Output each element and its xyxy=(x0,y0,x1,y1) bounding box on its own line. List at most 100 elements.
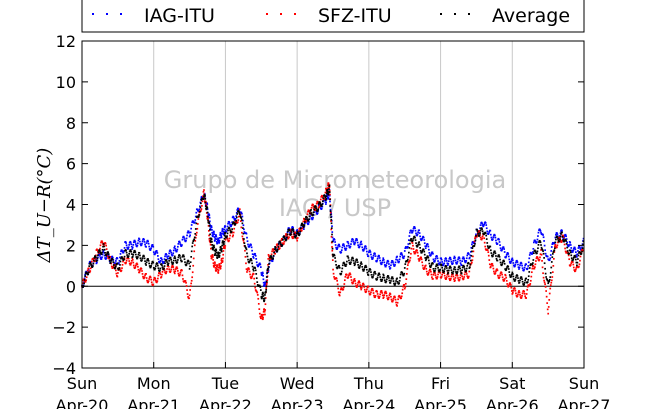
data-point xyxy=(148,262,151,265)
data-point xyxy=(402,274,405,277)
data-point xyxy=(231,235,234,238)
data-point xyxy=(290,233,292,235)
data-point xyxy=(311,218,314,221)
data-point xyxy=(328,194,331,197)
data-point xyxy=(406,259,409,262)
data-point xyxy=(126,246,128,249)
data-point xyxy=(260,272,263,274)
data-point xyxy=(466,275,469,278)
data-point xyxy=(434,267,437,270)
data-point xyxy=(364,264,367,267)
data-point xyxy=(170,261,173,263)
data-point xyxy=(297,232,300,235)
data-point xyxy=(329,211,332,214)
data-point xyxy=(343,283,346,285)
data-point xyxy=(309,210,312,212)
data-point xyxy=(250,244,252,246)
data-point xyxy=(263,299,266,302)
data-point xyxy=(343,264,346,266)
data-point xyxy=(569,241,572,244)
data-point xyxy=(376,290,378,293)
x-tick-label-day: Thu xyxy=(353,374,384,393)
data-point xyxy=(456,271,459,273)
data-point xyxy=(479,229,482,232)
data-point xyxy=(194,219,197,221)
data-point xyxy=(287,237,290,240)
data-point xyxy=(312,213,314,216)
data-point xyxy=(215,254,218,257)
data-point xyxy=(358,281,361,284)
data-point xyxy=(522,269,525,272)
data-point xyxy=(121,250,124,253)
data-point xyxy=(481,237,483,240)
data-point xyxy=(145,273,147,275)
data-point xyxy=(195,231,198,234)
data-point xyxy=(350,240,353,243)
data-point xyxy=(264,294,266,296)
data-point xyxy=(455,271,457,273)
data-point xyxy=(557,241,559,244)
data-point xyxy=(371,288,374,290)
data-point xyxy=(90,260,93,263)
data-point xyxy=(326,191,329,193)
data-point xyxy=(529,264,532,267)
data-point xyxy=(266,276,268,278)
data-point xyxy=(200,198,202,201)
data-point xyxy=(241,235,244,238)
legend-marker xyxy=(454,13,456,15)
data-point xyxy=(532,264,535,267)
data-point xyxy=(88,262,91,265)
data-point xyxy=(233,227,236,230)
data-point xyxy=(354,239,357,242)
data-point xyxy=(228,239,230,242)
data-point xyxy=(571,251,574,253)
data-point xyxy=(315,210,317,213)
data-point xyxy=(170,251,173,254)
data-point xyxy=(334,257,336,259)
data-point xyxy=(495,255,497,257)
data-point xyxy=(84,273,86,276)
data-point xyxy=(537,235,539,237)
data-point xyxy=(332,255,334,258)
data-point xyxy=(257,265,260,268)
data-point xyxy=(427,273,430,276)
data-point xyxy=(131,258,134,261)
data-point xyxy=(563,235,566,237)
data-point xyxy=(209,220,211,223)
data-point xyxy=(157,258,160,261)
data-point xyxy=(167,262,170,265)
data-point xyxy=(262,316,264,319)
data-point xyxy=(212,234,214,237)
data-point xyxy=(320,205,323,207)
data-point xyxy=(176,261,179,263)
data-point xyxy=(401,288,404,291)
data-point xyxy=(183,236,185,239)
data-point xyxy=(503,251,506,253)
data-point xyxy=(213,236,216,238)
data-point xyxy=(214,239,216,242)
data-point xyxy=(514,280,516,282)
data-point xyxy=(463,268,466,270)
data-point xyxy=(221,227,224,230)
data-point xyxy=(534,240,537,243)
data-point xyxy=(92,259,95,262)
data-point xyxy=(241,222,244,225)
data-point xyxy=(326,195,329,198)
data-point xyxy=(370,273,373,276)
data-point xyxy=(521,264,523,267)
data-point xyxy=(469,254,472,257)
data-point xyxy=(137,253,140,256)
data-point xyxy=(354,280,356,282)
data-point xyxy=(120,269,123,272)
data-point xyxy=(192,240,195,242)
data-point xyxy=(255,273,258,275)
data-point xyxy=(149,275,152,278)
data-point xyxy=(89,260,92,263)
data-point xyxy=(422,235,425,238)
data-point xyxy=(454,279,456,282)
data-point xyxy=(168,259,170,262)
data-point xyxy=(464,261,467,264)
data-point xyxy=(523,266,526,269)
data-point xyxy=(246,271,248,273)
data-point xyxy=(453,278,455,280)
